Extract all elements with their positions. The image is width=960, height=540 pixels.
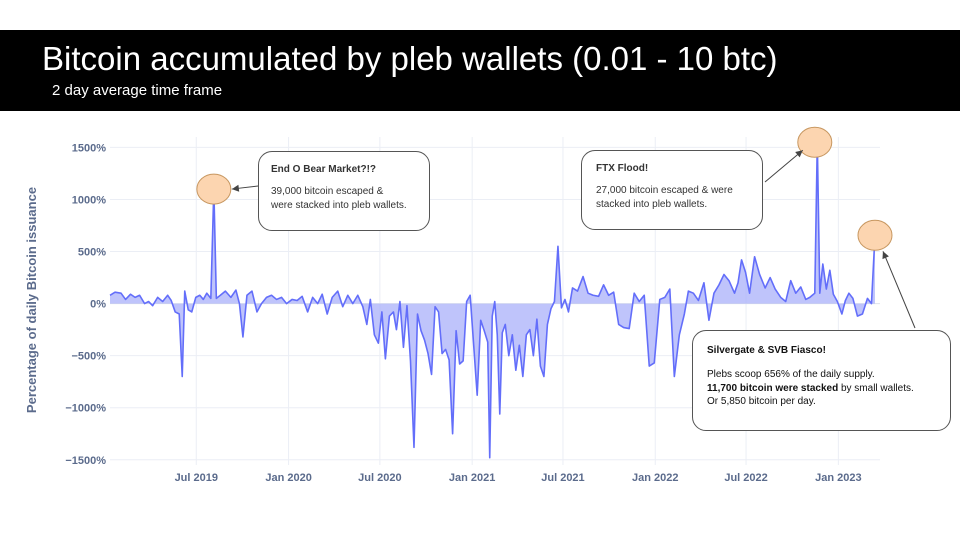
callout-bold-text: 11,700 bitcoin were stacked <box>707 382 839 394</box>
callout-line: Plebs scoop 656% of the daily supply. <box>707 369 875 380</box>
callout-line: Or 5,850 bitcoin per day. <box>707 396 816 407</box>
callout-line: stacked into pleb wallets. <box>596 198 708 210</box>
slide-subtitle: 2 day average time frame <box>52 82 223 99</box>
x-axis-ticks: Jul 2019 Jan 2020 Jul 2020 Jan 2021 Jul 2021… <box>175 472 862 484</box>
x-tick-label: Jan 2022 <box>632 472 678 484</box>
callout-line: 11,700 bitcoin were stacked by small wal… <box>707 382 936 396</box>
y-tick-label: 500% <box>78 247 106 259</box>
callout-title: FTX Flood! <box>596 163 649 174</box>
arrow-head <box>795 150 803 158</box>
x-tick-label: Jan 2020 <box>265 472 311 484</box>
arrow-head <box>231 184 240 192</box>
arrow-line <box>764 149 804 183</box>
callout-text: by small wallets. <box>838 382 914 394</box>
highlight-circle <box>196 173 232 205</box>
arrow-head <box>882 251 889 260</box>
y-tick-label: 0% <box>90 299 106 311</box>
x-tick-label: Jan 2021 <box>449 472 495 484</box>
x-tick-label: Jul 2021 <box>541 472 584 484</box>
x-tick-label: Jul 2020 <box>358 472 401 484</box>
y-axis-label: Percentage of daily Bitcoin issuance <box>24 187 39 413</box>
y-tick-label: −1500% <box>65 455 106 467</box>
highlight-circle <box>797 126 833 158</box>
callout-bear-market: End O Bear Market?!? 39,000 bitcoin esca… <box>258 151 430 231</box>
highlight-circle <box>857 219 893 251</box>
negative-area-fill <box>150 303 866 458</box>
annotation-arrows <box>231 149 916 329</box>
highlights <box>196 126 893 251</box>
y-tick-label: −500% <box>71 351 106 363</box>
callout-title: End O Bear Market?!? <box>271 164 377 175</box>
y-tick-label: −1000% <box>65 403 106 415</box>
callout-line: 39,000 bitcoin escaped & <box>271 186 384 197</box>
title-banner <box>0 30 960 111</box>
y-tick-label: 1000% <box>72 194 106 206</box>
x-tick-label: Jul 2022 <box>724 472 767 484</box>
slide-title: Bitcoin accumulated by pleb wallets (0.0… <box>42 40 778 77</box>
x-tick-label: Jan 2023 <box>815 472 861 484</box>
x-tick-label: Jul 2019 <box>175 472 218 484</box>
callout-line: were stacked into pleb wallets. <box>271 199 407 211</box>
callout-silvergate: Silvergate & SVB Fiasco! Plebs scoop 656… <box>692 330 951 431</box>
callout-line: 27,000 bitcoin escaped & were <box>596 185 733 196</box>
arrow-line <box>882 251 916 329</box>
series-line <box>109 141 876 459</box>
callout-ftx: FTX Flood! 27,000 bitcoin escaped & were… <box>581 150 763 230</box>
callout-title: Silvergate & SVB Fiasco! <box>707 345 826 356</box>
y-axis-ticks: 1500% 1000% 500% 0% −500% −1000% −1500% <box>65 142 106 466</box>
y-tick-label: 1500% <box>72 142 106 154</box>
